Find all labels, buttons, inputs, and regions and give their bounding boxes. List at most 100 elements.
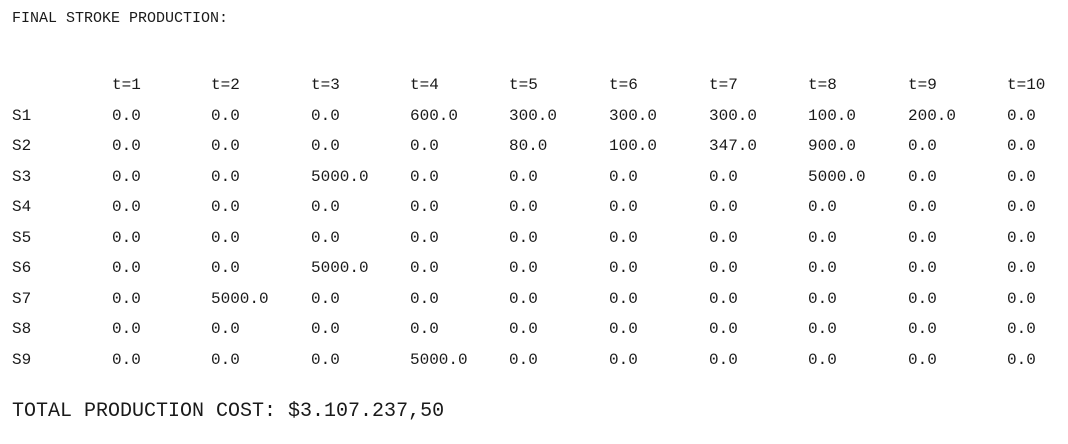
value-cell: 0.0 (112, 106, 141, 125)
value-cell: 0.0 (709, 289, 738, 308)
value-cell: 0.0 (211, 106, 240, 125)
value-cell: 0.0 (211, 198, 240, 216)
value-cell: 100.0 (808, 106, 857, 125)
production-table: t=1 t=2 t=3 t=4 t=5 t=6 t=7 t=8 t=9 t=10… (0, 70, 1068, 375)
value-cell: 0.0 (808, 259, 837, 277)
header-cell-t2: t=2 (211, 76, 240, 94)
value-cell: 0.0 (709, 320, 738, 338)
value-cell: 0.0 (410, 320, 439, 338)
value-cell: 0.0 (908, 228, 937, 247)
header-cell-t7: t=7 (709, 76, 738, 94)
row-label-cell: S3 (12, 167, 32, 186)
value-cell: 0.0 (1007, 228, 1036, 247)
value-cell: 347.0 (709, 137, 758, 155)
value-cell: 0.0 (509, 167, 538, 186)
value-cell: 300.0 (709, 106, 758, 125)
value-cell: 0.0 (410, 259, 439, 277)
value-cell: 0.0 (410, 137, 439, 155)
value-cell: 200.0 (908, 106, 957, 125)
header-cell-t3: t=3 (311, 76, 340, 94)
value-cell: 0.0 (211, 167, 240, 186)
value-cell: 0.0 (311, 289, 340, 308)
value-cell: 0.0 (709, 228, 738, 247)
value-cell: 0.0 (410, 198, 439, 216)
value-cell: 0.0 (112, 320, 141, 338)
value-cell: 100.0 (609, 137, 658, 155)
row-label-cell: S7 (12, 289, 32, 308)
value-cell: 0.0 (211, 320, 240, 338)
total-production-cost: TOTAL PRODUCTION COST: $3.107.237,50 (12, 400, 445, 423)
value-cell: 0.0 (808, 350, 837, 369)
header-cell-t9: t=9 (908, 76, 937, 94)
value-cell: 0.0 (609, 198, 638, 216)
header-cell-t5: t=5 (509, 76, 538, 94)
value-cell: 0.0 (311, 106, 340, 125)
value-cell: 0.0 (509, 320, 538, 338)
value-cell: 5000.0 (410, 350, 468, 369)
value-cell: 0.0 (908, 259, 937, 277)
value-cell: 0.0 (1007, 320, 1036, 338)
value-cell: 80.0 (509, 137, 548, 155)
value-cell: 0.0 (410, 228, 439, 247)
value-cell: 900.0 (808, 137, 857, 155)
value-cell: 0.0 (211, 228, 240, 247)
value-cell: 0.0 (211, 137, 240, 155)
value-cell: 0.0 (410, 289, 439, 308)
table-row: S8 0.0 0.0 0.0 0.0 0.0 0.0 0.0 0.0 0.0 0.0 (0, 314, 1068, 345)
value-cell: 0.0 (211, 350, 240, 369)
value-cell: 0.0 (509, 350, 538, 369)
header-cell-t6: t=6 (609, 76, 638, 94)
value-cell: 0.0 (908, 198, 937, 216)
value-cell: 0.0 (112, 289, 141, 308)
table-row: S4 0.0 0.0 0.0 0.0 0.0 0.0 0.0 0.0 0.0 0.0 (0, 192, 1068, 223)
row-label-cell: S9 (12, 350, 32, 369)
value-cell: 0.0 (1007, 289, 1036, 308)
value-cell: 0.0 (509, 259, 538, 277)
value-cell: 0.0 (112, 137, 141, 155)
value-cell: 5000.0 (311, 259, 369, 277)
table-row: S6 0.0 0.0 5000.0 0.0 0.0 0.0 0.0 0.0 0.0 0.0 (0, 253, 1068, 284)
value-cell: 0.0 (609, 320, 638, 338)
value-cell: 0.0 (609, 228, 638, 247)
table-row: S3 0.0 0.0 5000.0 0.0 0.0 0.0 0.0 5000.0 0.0 0.0 (0, 162, 1068, 193)
value-cell: 0.0 (709, 198, 738, 216)
value-cell: 5000.0 (311, 167, 369, 186)
value-cell: 0.0 (211, 259, 240, 277)
value-cell: 0.0 (112, 350, 141, 369)
value-cell: 5000.0 (808, 167, 866, 186)
value-cell: 0.0 (1007, 259, 1036, 277)
value-cell: 0.0 (908, 320, 937, 338)
header-cell-t10: t=10 (1007, 76, 1046, 94)
table-body: S1 0.0 0.0 0.0 600.0 300.0 300.0 300.0 100.0 200.… (0, 101, 1068, 376)
value-cell: 0.0 (609, 289, 638, 308)
value-cell: 0.0 (112, 259, 141, 277)
header-cell-t1: t=1 (112, 76, 141, 94)
value-cell: 0.0 (311, 228, 340, 247)
value-cell: 0.0 (908, 289, 937, 308)
value-cell: 0.0 (808, 320, 837, 338)
row-label-cell: S5 (12, 228, 32, 247)
table-row: S1 0.0 0.0 0.0 600.0 300.0 300.0 300.0 100.0 200.… (0, 101, 1068, 132)
value-cell: 0.0 (509, 198, 538, 216)
value-cell: 0.0 (112, 167, 141, 186)
value-cell: 0.0 (1007, 167, 1036, 186)
table-row: S2 0.0 0.0 0.0 0.0 80.0 100.0 347.0 900.0 0.0 0.0 (0, 131, 1068, 162)
value-cell: 0.0 (112, 198, 141, 216)
row-label-cell: S4 (12, 198, 32, 216)
value-cell: 0.0 (908, 137, 937, 155)
value-cell: 0.0 (509, 289, 538, 308)
value-cell: 0.0 (808, 198, 837, 216)
value-cell: 600.0 (410, 106, 459, 125)
value-cell: 0.0 (1007, 106, 1036, 125)
value-cell: 0.0 (709, 167, 738, 186)
row-label-cell: S6 (12, 259, 32, 277)
value-cell: 0.0 (808, 289, 837, 308)
value-cell: 0.0 (908, 350, 937, 369)
value-cell: 0.0 (609, 259, 638, 277)
report-title: FINAL STROKE PRODUCTION: (12, 10, 229, 27)
row-label-cell: S8 (12, 320, 32, 338)
value-cell: 300.0 (609, 106, 658, 125)
table-row: S5 0.0 0.0 0.0 0.0 0.0 0.0 0.0 0.0 0.0 0.0 (0, 223, 1068, 254)
value-cell: 0.0 (1007, 137, 1036, 155)
table-row: S7 0.0 5000.0 0.0 0.0 0.0 0.0 0.0 0.0 0.0 0.0 (0, 284, 1068, 315)
